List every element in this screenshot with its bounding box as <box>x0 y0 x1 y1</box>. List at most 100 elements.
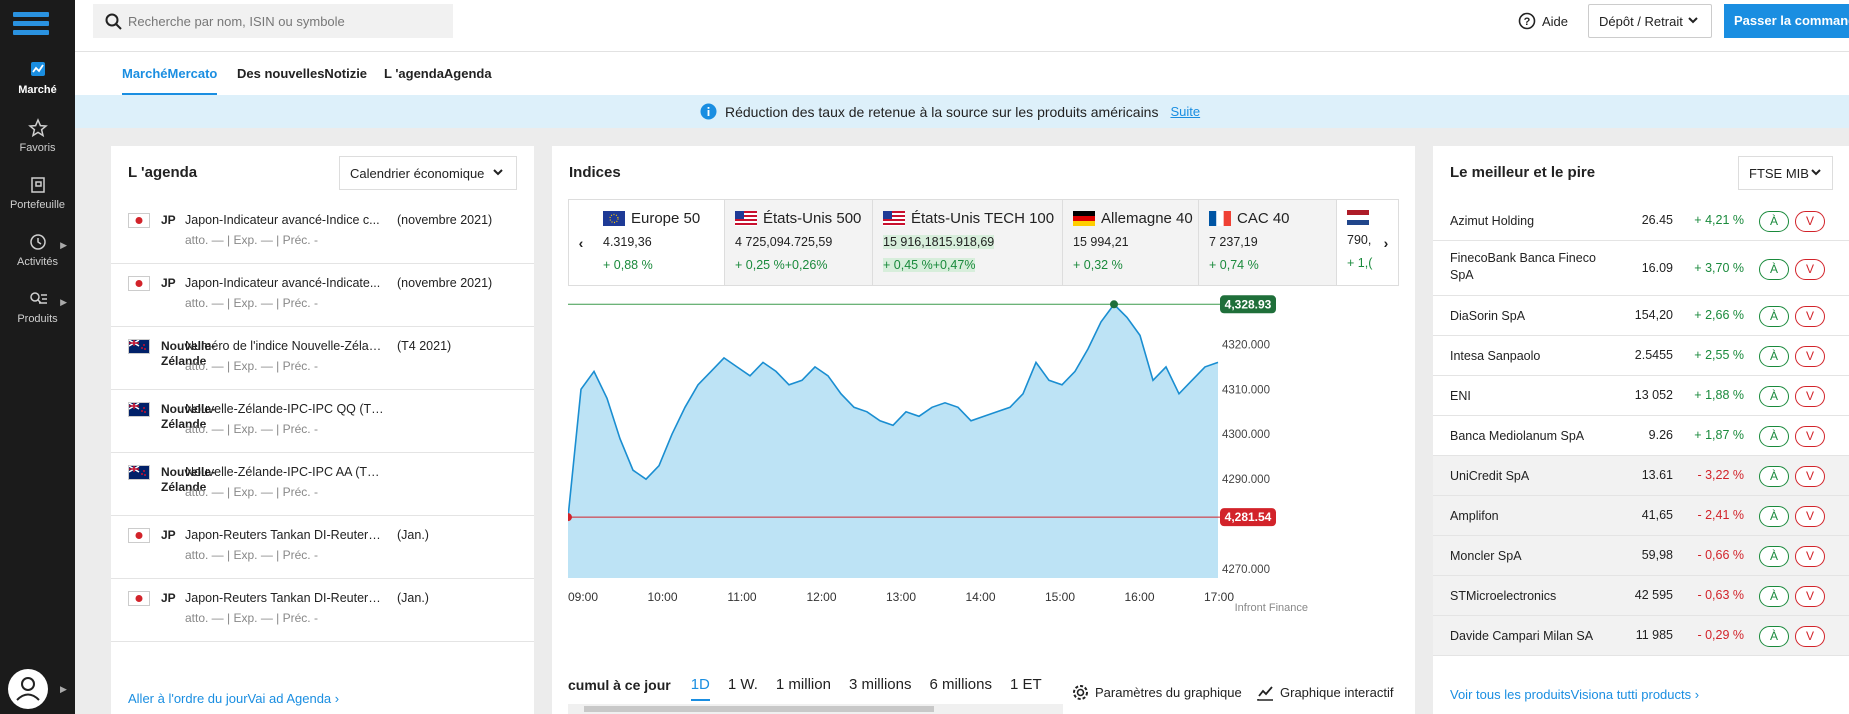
agenda-row[interactable]: Nouvelle-Zélande Nouvelle-Zélande-IPC-IPC… <box>111 453 534 516</box>
buy-button[interactable]: À <box>1759 258 1789 280</box>
index-tile[interactable]: CAC 40 7 237,19 + 0,74 % <box>1199 200 1337 285</box>
chart-settings-button[interactable]: Paramètres du graphique <box>1072 684 1242 701</box>
best-worst-row[interactable]: DiaSorin SpA 154,20 + 2,66 % À V <box>1433 296 1849 336</box>
agenda-row[interactable]: JP Japon-Reuters Tankan DI-Reuters Tankan… <box>111 579 534 642</box>
buy-button[interactable]: À <box>1759 466 1789 487</box>
stock-price: 2.5455 <box>1634 348 1673 362</box>
range-scrollbar[interactable] <box>568 704 1063 714</box>
agenda-row[interactable]: Nouvelle-Zélande Nouvelle-Zélande-IPC-IPC… <box>111 390 534 453</box>
chevron-right-icon: › <box>334 691 340 706</box>
rail-item-3[interactable]: Activités ▶ <box>0 232 75 268</box>
chevron-right-icon[interactable]: ▶ <box>60 684 67 694</box>
index-chart[interactable]: 4,328.93 4,281.54 4320.000 4310.000 4300.000… <box>568 286 1414 616</box>
interactive-chart-button[interactable]: Graphique interactif <box>1257 684 1393 701</box>
main-tabs: MarchéMercato Des nouvellesNotizie L 'ag… <box>75 52 1849 96</box>
indices-title: Indices <box>569 164 621 181</box>
sell-button[interactable]: V <box>1795 466 1825 487</box>
index-change: + 0,32 % <box>1073 258 1198 272</box>
agenda-country: JP <box>161 591 176 605</box>
index-change-text: + 0,45 %+0,47% <box>883 258 976 272</box>
sell-button[interactable]: V <box>1795 306 1825 327</box>
line-chart-icon <box>1257 686 1273 701</box>
sell-button[interactable]: V <box>1795 258 1825 280</box>
stock-change: + 1,88 % <box>1694 388 1744 402</box>
range-option[interactable]: 1 ET <box>1010 676 1042 693</box>
svg-text:?: ? <box>1524 16 1531 28</box>
index-value-text: 7 237,19 <box>1209 235 1258 249</box>
best-worst-row[interactable]: ENI 13 052 + 1,88 % À V <box>1433 376 1849 416</box>
index-tile[interactable]: États-Unis 500 4 725,094.725,59 + 0,25 %+0… <box>725 200 873 285</box>
search-box[interactable] <box>93 4 453 38</box>
sell-button[interactable]: V <box>1795 506 1825 527</box>
buy-button[interactable]: À <box>1759 211 1789 232</box>
sell-button[interactable]: V <box>1795 586 1825 607</box>
tab-news[interactable]: Des nouvellesNotizie <box>237 66 368 81</box>
rail-item-4[interactable]: Produits ▶ <box>0 289 75 325</box>
rail-item-0[interactable]: Marché <box>0 60 75 96</box>
best-worst-footer-link[interactable]: Voir tous les produitsVisiona tutti prod… <box>1450 687 1699 702</box>
best-worst-row[interactable]: Davide Campari Milan SA 11 985 - 0,29 % À V <box>1433 616 1849 656</box>
best-worst-row[interactable]: Intesa Sanpaolo 2.5455 + 2,55 % À V <box>1433 336 1849 376</box>
sell-button[interactable]: V <box>1795 546 1825 567</box>
calendar-select[interactable]: Calendrier économique <box>339 156 517 190</box>
chevron-down-icon <box>1688 17 1698 24</box>
index-tile[interactable]: États-Unis TECH 100 15 916,1815.918,69 + 0… <box>873 200 1063 285</box>
buy-button[interactable]: À <box>1759 426 1789 447</box>
index-value: 7 237,19 <box>1209 235 1336 249</box>
scrollbar-thumb[interactable] <box>584 706 934 712</box>
index-value: 4 725,094.725,59 <box>735 235 872 249</box>
buy-button[interactable]: À <box>1759 626 1789 647</box>
range-option[interactable]: 1D <box>690 676 710 701</box>
range-option[interactable]: 1 W. <box>727 676 758 693</box>
sell-button[interactable]: V <box>1795 426 1825 447</box>
agenda-row[interactable]: JP Japon-Indicateur avancé-Indice c... (no… <box>111 201 534 264</box>
best-worst-row[interactable]: UniCredit SpA 13.61 - 3,22 % À V <box>1433 456 1849 496</box>
buy-button[interactable]: À <box>1759 386 1789 407</box>
sell-button[interactable]: V <box>1795 386 1825 407</box>
agenda-row[interactable]: JP Japon-Indicateur avancé-Indicate... (no… <box>111 264 534 327</box>
search-input[interactable] <box>128 4 448 38</box>
rail-item-2[interactable]: Portefeuille <box>0 175 75 211</box>
buy-button[interactable]: À <box>1759 346 1789 367</box>
buy-button[interactable]: À <box>1759 306 1789 327</box>
agenda-row[interactable]: Nouvelle-Zélande Numéro de l'indice Nouve… <box>111 327 534 390</box>
x-tick-label: 13:00 <box>886 590 916 604</box>
range-option[interactable]: 1 million <box>775 676 831 693</box>
depot-retrait-dropdown[interactable]: Dépôt / Retrait <box>1588 4 1712 38</box>
user-avatar-icon[interactable] <box>8 669 48 709</box>
tab-agenda[interactable]: L 'agendaAgenda <box>384 66 492 81</box>
rail-item-1[interactable]: Favoris <box>0 118 75 154</box>
tab-market[interactable]: MarchéMercato <box>122 66 218 96</box>
index-tile[interactable]: Allemagne 40 15 994,21 + 0,32 % <box>1063 200 1199 285</box>
best-worst-row[interactable]: Banca Mediolanum SpA 9.26 + 1,87 % À V <box>1433 416 1849 456</box>
range-option[interactable]: 3 millions <box>848 676 912 693</box>
place-order-button[interactable]: Passer la commande <box>1724 4 1849 38</box>
best-worst-row[interactable]: FinecoBank Banca Fineco SpA 16.09 + 3,70 %… <box>1433 241 1849 296</box>
agenda-event: Japon-Reuters Tankan DI-Reuters Tankan N… <box>185 591 385 605</box>
chevron-left-icon[interactable]: ‹ <box>569 200 593 285</box>
range-option[interactable]: 6 millions <box>929 676 992 693</box>
index-tile[interactable]: 790, + 1,( <box>1337 200 1398 285</box>
banner-more-link[interactable]: Suite <box>1170 104 1201 119</box>
agenda-row[interactable]: JP Japon-Reuters Tankan DI-Reuters Tankan… <box>111 516 534 579</box>
best-worst-row[interactable]: Azimut Holding 26.45 + 4,21 % À V <box>1433 201 1849 241</box>
help-button[interactable]: ? Aide <box>1518 10 1568 32</box>
agenda-footer-label: Aller à l'ordre du jourVai ad Agenda <box>128 691 332 706</box>
chevron-right-icon[interactable]: › <box>1374 200 1398 285</box>
best-worst-row[interactable]: Amplifon 41,65 - 2,41 % À V <box>1433 496 1849 536</box>
agenda-footer-link[interactable]: Aller à l'ordre du jourVai ad Agenda › <box>128 691 339 706</box>
x-tick-label: 14:00 <box>965 590 995 604</box>
agenda-event: Japon-Indicateur avancé-Indicate... <box>185 276 381 290</box>
x-tick-label: 16:00 <box>1124 590 1154 604</box>
menu-logo-icon[interactable] <box>13 12 49 35</box>
sell-button[interactable]: V <box>1795 346 1825 367</box>
sell-button[interactable]: V <box>1795 211 1825 232</box>
buy-button[interactable]: À <box>1759 586 1789 607</box>
index-tile[interactable]: Europe 50 4.319,36 + 0,88 % <box>593 200 725 285</box>
sell-button[interactable]: V <box>1795 626 1825 647</box>
index-select[interactable]: FTSE MIB <box>1738 156 1833 190</box>
best-worst-row[interactable]: Moncler SpA 59,98 - 0,66 % À V <box>1433 536 1849 576</box>
buy-button[interactable]: À <box>1759 546 1789 567</box>
buy-button[interactable]: À <box>1759 506 1789 527</box>
best-worst-row[interactable]: STMicroelectronics 42 595 - 0,63 % À V <box>1433 576 1849 616</box>
